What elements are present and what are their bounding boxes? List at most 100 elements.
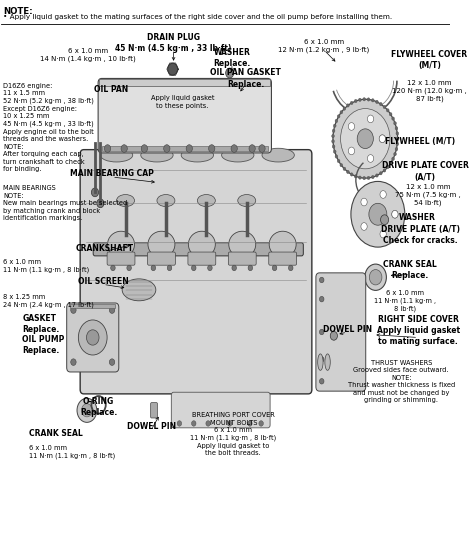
Circle shape — [392, 157, 394, 160]
Text: WASHER
Replace.: WASHER Replace. — [213, 48, 251, 68]
Circle shape — [121, 145, 128, 153]
Circle shape — [71, 359, 76, 366]
Circle shape — [350, 173, 353, 176]
Circle shape — [341, 109, 390, 169]
Circle shape — [104, 145, 111, 153]
Circle shape — [273, 265, 277, 271]
Circle shape — [191, 421, 196, 426]
Text: DOWEL PIN: DOWEL PIN — [323, 325, 372, 334]
Circle shape — [396, 142, 399, 145]
Ellipse shape — [222, 148, 254, 162]
Text: Apply liquid gasket
to these points.: Apply liquid gasket to these points. — [151, 96, 214, 109]
Text: DRIVE PLATE (A/T)
Check for cracks.: DRIVE PLATE (A/T) Check for cracks. — [381, 225, 460, 245]
Circle shape — [337, 115, 340, 118]
Circle shape — [228, 421, 232, 426]
Circle shape — [77, 398, 97, 422]
Circle shape — [351, 181, 405, 247]
FancyBboxPatch shape — [100, 79, 270, 86]
Circle shape — [332, 145, 335, 148]
Ellipse shape — [157, 194, 175, 206]
Circle shape — [392, 210, 398, 218]
Circle shape — [386, 165, 389, 169]
Text: DRIVE PLATE COVER
(A/T): DRIVE PLATE COVER (A/T) — [382, 161, 468, 182]
FancyBboxPatch shape — [228, 252, 256, 265]
Text: RIGHT SIDE COVER
Apply liquid gasket
to mating surface.: RIGHT SIDE COVER Apply liquid gasket to … — [377, 315, 460, 346]
Circle shape — [168, 63, 178, 75]
Circle shape — [343, 167, 346, 170]
Circle shape — [167, 265, 172, 271]
Circle shape — [319, 296, 324, 302]
Circle shape — [151, 265, 155, 271]
Circle shape — [333, 124, 336, 127]
Ellipse shape — [141, 148, 173, 162]
Circle shape — [348, 122, 355, 130]
Circle shape — [164, 145, 170, 153]
Text: CRANKSHAFT: CRANKSHAFT — [76, 244, 134, 253]
Circle shape — [367, 115, 374, 123]
Circle shape — [361, 223, 367, 231]
Text: 6 x 1.0 mm
11 N·m (1.1 kg·m , 8 lb·ft): 6 x 1.0 mm 11 N·m (1.1 kg·m , 8 lb·ft) — [28, 445, 115, 460]
Circle shape — [226, 68, 234, 78]
Ellipse shape — [148, 231, 175, 257]
Ellipse shape — [325, 354, 330, 371]
FancyBboxPatch shape — [93, 243, 303, 256]
Circle shape — [379, 135, 385, 143]
Circle shape — [346, 104, 349, 107]
Circle shape — [247, 421, 252, 426]
Circle shape — [395, 127, 398, 130]
Circle shape — [396, 137, 399, 141]
Text: DRAIN PLUG
45 N·m (4.5 kg·m , 33 lb·ft): DRAIN PLUG 45 N·m (4.5 kg·m , 33 lb·ft) — [115, 33, 232, 53]
Circle shape — [394, 153, 396, 156]
Ellipse shape — [197, 194, 215, 206]
Circle shape — [383, 105, 386, 109]
Circle shape — [332, 139, 334, 143]
Circle shape — [389, 161, 392, 165]
Circle shape — [380, 191, 386, 198]
FancyBboxPatch shape — [269, 252, 297, 265]
Circle shape — [380, 172, 382, 175]
Circle shape — [392, 210, 398, 218]
Text: 6 x 1.0 mm
12 N·m (1.2 kg·m , 9 lb·ft): 6 x 1.0 mm 12 N·m (1.2 kg·m , 9 lb·ft) — [278, 38, 370, 53]
Circle shape — [97, 199, 104, 208]
Text: FLYWHEEL COVER
(M/T): FLYWHEEL COVER (M/T) — [392, 50, 467, 70]
Circle shape — [109, 307, 115, 313]
Circle shape — [369, 270, 382, 285]
Text: 12 x 1.0 mm
120 N·m (12.0 kg·m ,
87 lb·ft): 12 x 1.0 mm 120 N·m (12.0 kg·m , 87 lb·f… — [392, 80, 467, 102]
Ellipse shape — [188, 231, 215, 257]
Circle shape — [383, 169, 386, 172]
Circle shape — [78, 320, 107, 355]
Circle shape — [375, 100, 378, 104]
Text: GASKET
Replace.: GASKET Replace. — [22, 313, 60, 334]
FancyBboxPatch shape — [316, 273, 366, 391]
Circle shape — [337, 159, 340, 163]
Circle shape — [379, 135, 385, 143]
Circle shape — [394, 122, 396, 125]
Ellipse shape — [238, 194, 256, 206]
Circle shape — [340, 110, 343, 114]
Circle shape — [372, 175, 374, 178]
Text: OIL PAN: OIL PAN — [93, 85, 128, 94]
Circle shape — [395, 148, 398, 151]
Circle shape — [350, 101, 353, 104]
Circle shape — [358, 98, 361, 102]
FancyBboxPatch shape — [98, 79, 272, 153]
Text: OIL PAN GASKET
Replace.: OIL PAN GASKET Replace. — [210, 69, 281, 88]
Circle shape — [82, 404, 92, 417]
Circle shape — [208, 265, 212, 271]
Circle shape — [396, 137, 399, 141]
Circle shape — [319, 357, 324, 362]
Ellipse shape — [122, 279, 156, 301]
Circle shape — [363, 98, 365, 101]
Text: 6 x 1.0 mm
11 N·m (1.1 kg·m , 8 lb·ft): 6 x 1.0 mm 11 N·m (1.1 kg·m , 8 lb·ft) — [3, 259, 89, 273]
Circle shape — [358, 176, 361, 179]
Text: OIL PUMP
Replace.: OIL PUMP Replace. — [22, 334, 64, 355]
Text: 6 x 1.0 mm
14 N·m (1.4 kg·m , 10 lb·ft): 6 x 1.0 mm 14 N·m (1.4 kg·m , 10 lb·ft) — [40, 48, 136, 63]
FancyBboxPatch shape — [102, 147, 268, 151]
Ellipse shape — [181, 148, 213, 162]
Circle shape — [249, 145, 255, 153]
FancyBboxPatch shape — [70, 304, 115, 309]
Circle shape — [396, 132, 399, 135]
Circle shape — [355, 99, 357, 103]
Text: BREATHING PORT COVER
MOUNT BOLTS
6 x 1.0 mm
11 N·m (1.1 kg·m , 8 lb·ft)
Apply li: BREATHING PORT COVER MOUNT BOLTS 6 x 1.0… — [190, 412, 276, 456]
FancyBboxPatch shape — [107, 252, 135, 265]
